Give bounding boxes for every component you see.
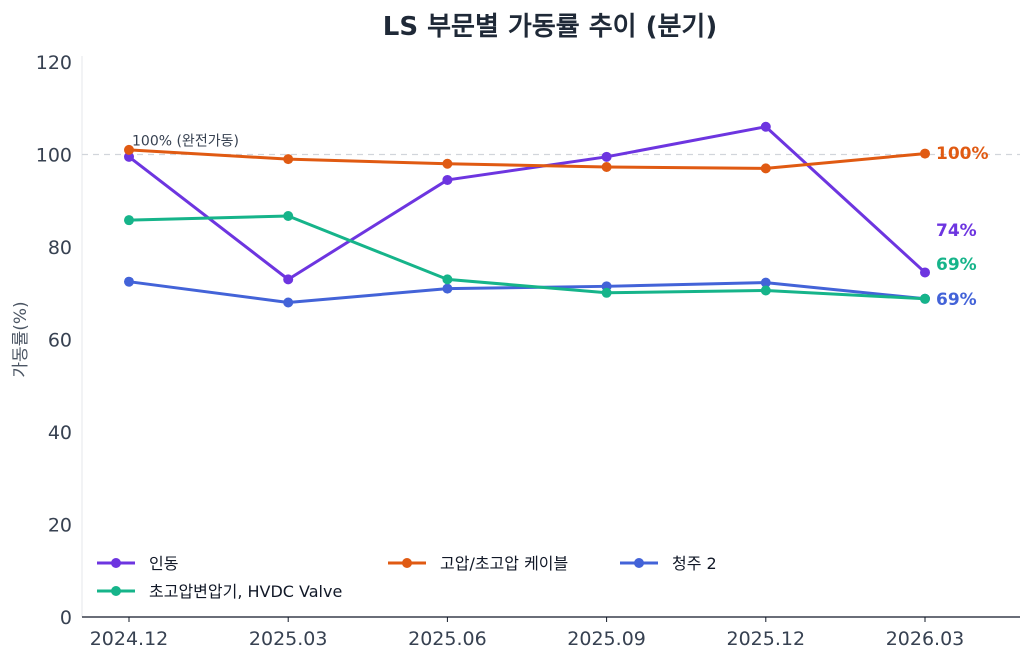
data-point [760, 163, 771, 174]
series-line [128, 125, 927, 281]
data-point [283, 274, 294, 285]
data-point [283, 211, 294, 222]
reference-line: 100% (완전가동) [82, 134, 1020, 156]
y-tick-label: 60 [48, 330, 72, 352]
y-tick-label: 100 [36, 145, 72, 167]
data-point [760, 285, 771, 296]
data-point [442, 174, 453, 185]
y-tick-label: 20 [48, 515, 72, 537]
data-point [760, 121, 771, 132]
data-point [601, 151, 612, 162]
data-point [442, 158, 453, 169]
end-value-label: 74% [936, 221, 977, 241]
x-tick-label: 2024.12 [90, 628, 169, 650]
end-value-label: 69% [936, 290, 977, 310]
series-3 [124, 211, 930, 304]
x-tick-label: 2026.03 [886, 628, 965, 650]
series-layer [124, 121, 930, 308]
legend-entry: 인동 [97, 554, 178, 573]
x-tick-label: 2025.12 [727, 628, 806, 650]
data-point [283, 154, 294, 165]
y-tick-label: 40 [48, 422, 72, 444]
reference-line-label: 100% (완전가동) [132, 134, 239, 150]
legend-entry: 청주 2 [620, 554, 717, 573]
data-point [760, 277, 771, 288]
end-value-label: 100% [936, 144, 989, 164]
data-point [920, 293, 930, 304]
series-0 [124, 121, 930, 285]
legend-swatch-marker [634, 558, 644, 568]
chart-title: LS 부문별 가동률 추이 (분기) [383, 12, 717, 42]
y-tick-label: 80 [48, 237, 72, 259]
data-point [124, 144, 134, 155]
data-point [601, 287, 612, 298]
end-labels: 74% 100% 69% 69% [936, 144, 989, 310]
legend-label: 고압/초고압 케이블 [440, 554, 568, 573]
series-1 [124, 144, 930, 174]
data-point [283, 297, 294, 308]
data-point [442, 283, 453, 294]
legend-swatch-marker [402, 558, 412, 568]
legend-swatch-marker [111, 586, 121, 596]
y-axis-label: 가동률(%) [11, 301, 31, 377]
legend-entry: 고압/초고압 케이블 [388, 554, 568, 573]
x-tick-label: 2025.06 [408, 628, 487, 650]
data-point [442, 274, 453, 285]
data-point [920, 267, 930, 278]
data-point [124, 151, 134, 162]
legend-entry: 초고압변압기, HVDC Valve [97, 582, 342, 601]
legend-swatch-marker [111, 558, 121, 568]
legend-label: 초고압변압기, HVDC Valve [149, 582, 342, 601]
series-line [128, 148, 926, 170]
legend-label: 청주 2 [672, 554, 717, 573]
x-tick-label: 2025.09 [567, 628, 646, 650]
data-point [124, 215, 134, 226]
x-tick-label: 2025.03 [249, 628, 328, 650]
data-point [601, 161, 612, 172]
data-point [124, 276, 134, 287]
end-value-label: 69% [936, 255, 977, 275]
y-tick-label: 120 [36, 52, 72, 74]
y-tick-label: 0 [60, 607, 72, 629]
series-line [128, 214, 926, 301]
data-point [920, 148, 930, 159]
axes: 0 20 40 60 80 100 120 2024.12 2025.03 2025.06 2025… [36, 52, 1020, 650]
legend: 인동 고압/초고압 케이블 청주 2 초고압변압기, HVDC Valve [97, 554, 717, 601]
legend-label: 인동 [149, 554, 178, 573]
